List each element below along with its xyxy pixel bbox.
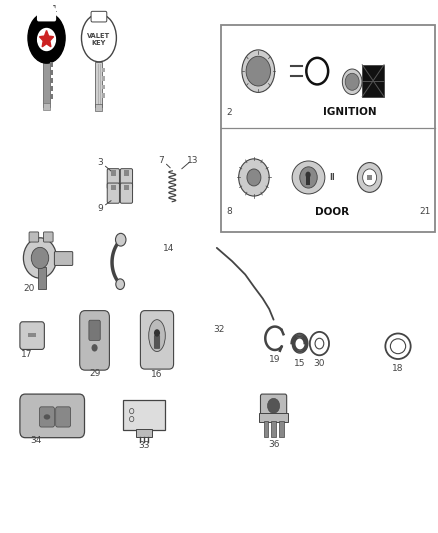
FancyBboxPatch shape (50, 78, 53, 83)
FancyBboxPatch shape (120, 168, 133, 189)
FancyBboxPatch shape (124, 170, 129, 175)
Text: VALET
KEY: VALET KEY (87, 33, 110, 46)
FancyBboxPatch shape (111, 184, 116, 190)
Text: 34: 34 (30, 437, 41, 446)
Circle shape (357, 163, 382, 192)
Text: 20: 20 (23, 284, 35, 293)
Ellipse shape (242, 50, 275, 92)
FancyBboxPatch shape (136, 429, 152, 437)
FancyBboxPatch shape (102, 68, 105, 72)
FancyBboxPatch shape (80, 311, 110, 370)
FancyBboxPatch shape (50, 86, 53, 91)
Text: 8: 8 (226, 207, 232, 216)
FancyBboxPatch shape (264, 421, 268, 437)
Ellipse shape (292, 161, 325, 194)
Text: 9: 9 (97, 204, 103, 213)
FancyBboxPatch shape (89, 320, 100, 341)
Text: IGNITION: IGNITION (323, 107, 377, 117)
FancyBboxPatch shape (367, 175, 372, 180)
Text: 2: 2 (226, 108, 232, 117)
Circle shape (345, 73, 359, 90)
Circle shape (305, 172, 311, 178)
FancyBboxPatch shape (124, 184, 129, 190)
FancyBboxPatch shape (279, 421, 284, 437)
FancyBboxPatch shape (42, 59, 50, 107)
FancyBboxPatch shape (39, 407, 54, 427)
Circle shape (247, 169, 261, 186)
Circle shape (268, 398, 280, 413)
FancyBboxPatch shape (29, 232, 39, 242)
Text: 1: 1 (53, 5, 58, 14)
FancyBboxPatch shape (141, 311, 173, 369)
FancyBboxPatch shape (107, 168, 120, 189)
Ellipse shape (343, 69, 362, 94)
Text: 36: 36 (268, 440, 279, 449)
Circle shape (116, 279, 124, 289)
FancyBboxPatch shape (95, 62, 102, 107)
Text: 17: 17 (21, 350, 33, 359)
FancyBboxPatch shape (261, 394, 287, 416)
FancyBboxPatch shape (123, 400, 165, 430)
Text: 33: 33 (138, 441, 150, 450)
Text: 19: 19 (269, 355, 281, 364)
FancyBboxPatch shape (154, 335, 160, 349)
Circle shape (37, 28, 56, 51)
FancyBboxPatch shape (43, 232, 53, 242)
Text: DOOR: DOOR (315, 207, 350, 217)
Text: 14: 14 (163, 245, 174, 254)
FancyBboxPatch shape (306, 176, 310, 185)
Circle shape (23, 238, 57, 278)
FancyBboxPatch shape (259, 413, 288, 422)
Text: 21: 21 (420, 207, 431, 216)
FancyBboxPatch shape (95, 104, 102, 111)
Circle shape (246, 56, 271, 86)
Ellipse shape (44, 414, 50, 419)
FancyBboxPatch shape (102, 85, 105, 90)
FancyBboxPatch shape (20, 394, 85, 438)
FancyBboxPatch shape (42, 103, 50, 110)
Text: 7: 7 (159, 156, 164, 165)
FancyBboxPatch shape (50, 94, 53, 99)
FancyBboxPatch shape (28, 333, 36, 337)
FancyBboxPatch shape (50, 70, 53, 75)
FancyBboxPatch shape (120, 183, 133, 203)
FancyBboxPatch shape (362, 64, 384, 96)
Text: 13: 13 (187, 156, 198, 165)
Circle shape (300, 167, 317, 188)
Text: 32: 32 (213, 325, 225, 334)
Circle shape (92, 344, 98, 352)
FancyBboxPatch shape (50, 62, 53, 67)
Polygon shape (39, 30, 53, 47)
Circle shape (363, 169, 377, 186)
Ellipse shape (28, 13, 65, 63)
FancyBboxPatch shape (111, 170, 116, 175)
FancyBboxPatch shape (37, 7, 56, 21)
FancyBboxPatch shape (272, 421, 276, 437)
Text: II: II (330, 173, 336, 182)
FancyBboxPatch shape (56, 407, 71, 427)
Text: 30: 30 (314, 359, 325, 368)
FancyBboxPatch shape (102, 76, 105, 81)
Ellipse shape (149, 320, 165, 352)
Circle shape (116, 233, 126, 246)
FancyBboxPatch shape (20, 322, 44, 350)
FancyBboxPatch shape (91, 11, 107, 22)
FancyBboxPatch shape (107, 183, 120, 203)
Text: 16: 16 (151, 370, 163, 379)
Text: 15: 15 (294, 359, 306, 368)
FancyBboxPatch shape (54, 252, 73, 265)
Text: 18: 18 (392, 364, 404, 373)
Circle shape (154, 329, 160, 337)
Text: 3: 3 (97, 158, 103, 167)
Text: 29: 29 (89, 369, 101, 378)
FancyBboxPatch shape (38, 266, 46, 289)
Circle shape (239, 159, 269, 196)
Bar (221, 25, 435, 232)
FancyBboxPatch shape (102, 93, 105, 98)
Circle shape (31, 247, 49, 269)
